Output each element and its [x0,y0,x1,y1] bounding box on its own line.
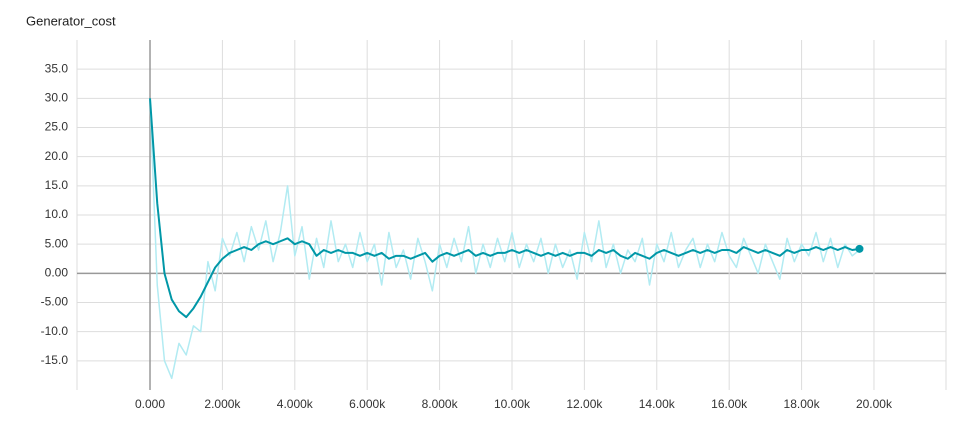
x-tick-label: 10.00k [494,397,531,411]
x-tick-label: 6.000k [349,397,386,411]
series-line [149,98,860,380]
x-tick-label: 4.000k [277,397,314,411]
x-tick-label: 2.000k [204,397,241,411]
y-tick-label: 20.0 [45,149,69,163]
y-tick-label: -15.0 [41,353,69,367]
y-tick-label: 5.00 [45,236,69,250]
y-tick-label: 15.0 [45,178,69,192]
y-tick-label: 30.0 [45,91,69,105]
x-tick-label: 20.00k [856,397,893,411]
y-tick-label: -10.0 [41,324,69,338]
x-tick-label: 12.00k [566,397,603,411]
last-point [855,244,864,253]
x-tick-label: 0.000 [135,397,165,411]
chart-title: Generator_cost [26,13,116,28]
y-tick-label: 25.0 [45,120,69,134]
x-tick-label: 18.00k [784,397,821,411]
y-tick-label: 35.0 [45,61,69,75]
series-line [149,98,860,319]
y-tick-label: 10.0 [45,207,69,221]
y-tick-label: 0.00 [45,266,69,280]
y-tick-label: -5.00 [41,295,69,309]
x-tick-label: 14.00k [639,397,676,411]
x-tick-label: 8.000k [422,397,459,411]
x-tick-label: 16.00k [711,397,748,411]
